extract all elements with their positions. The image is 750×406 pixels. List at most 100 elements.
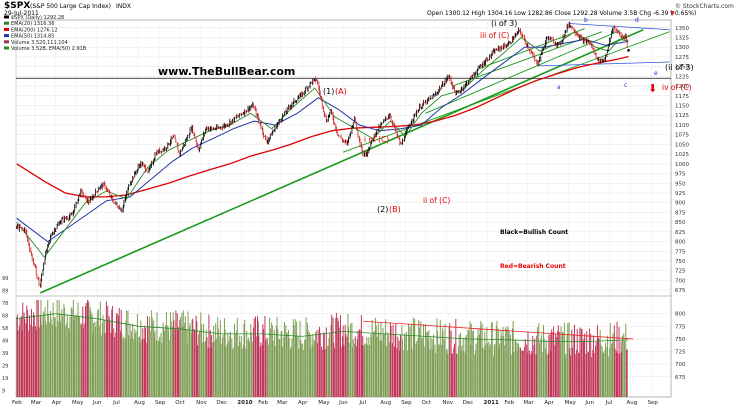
volume-bar [50,318,52,397]
volume-bar [120,309,122,397]
volume-bar [555,334,557,397]
volume-bar [186,330,188,397]
volume-bar [89,307,91,397]
price-tick-label: 1300 [675,45,689,51]
volume-bar [597,337,599,397]
volume-bar [488,341,490,397]
volume-bar [578,353,580,397]
volume-bar [123,336,125,397]
volume-bar [58,300,60,397]
volume-bar [560,326,562,397]
time-tick-label: Apr [52,400,62,406]
volume-bar [593,352,595,397]
volume-bar [352,347,354,397]
volume-bar [73,320,75,397]
volume-bar [281,330,283,397]
volume-bar [19,318,21,397]
volume-bar [323,332,325,397]
volume-bar [194,330,196,397]
volume-bar [451,353,453,397]
volume-bar [328,338,330,397]
volume-bar [315,332,317,397]
volume-bar [552,332,554,397]
volume-bar [82,328,84,397]
volume-bar [104,333,106,397]
volume-bar [357,330,359,397]
volume-bar [163,330,165,397]
volume-bar [493,344,495,397]
volume-tick-label: 725 [675,350,686,356]
volume-bar [60,321,62,397]
volume-bar [464,337,466,397]
volume-bar [167,325,169,397]
volume-bar [340,346,342,397]
volume-bar [68,327,70,397]
volume-bar [449,323,451,397]
volume-bar [409,326,411,397]
time-tick-label: Nov [442,400,453,406]
volume-bar [532,335,534,397]
volume-bar [325,327,327,397]
volume-bar [442,331,444,397]
volume-bar [453,343,455,397]
volume-bar [327,345,329,397]
price-tick-label: 1050 [675,142,689,148]
volume-bar [583,338,585,397]
volume-bar [494,344,496,397]
time-tick-label: Nov [196,400,207,406]
volume-bar [469,321,471,397]
price-tick-label: 1100 [675,123,689,129]
chart-symbol: $SPX [4,1,30,11]
volume-bar [288,337,290,397]
volume-bar [44,307,46,397]
volume-bar [118,308,120,397]
volume-bar [280,331,282,397]
volume-bar [528,350,530,397]
volume-bar [122,338,124,397]
volume-bar [217,317,219,397]
volume-bar [319,326,321,397]
volume-bar [417,338,419,397]
volume-bar [192,318,194,397]
volume-bar [503,345,505,397]
volume-bar [524,346,526,397]
time-tick-label: Mar [277,400,288,406]
price-tick-label: 725 [675,269,686,275]
volume-left-tick-label: 78 [2,301,8,307]
volume-bar [176,313,178,397]
volume-bar [232,348,234,397]
volume-bar [228,340,230,397]
volume-left-tick-label: 89 [2,289,8,295]
volume-bar [538,342,540,397]
legend-label: $SPX (Daily) 1292.28 [11,15,64,21]
volume-bar [439,319,441,397]
volume-bar [113,328,115,397]
volume-bar [484,344,486,397]
time-tick-label: Sep [155,400,166,406]
volume-bar [264,315,266,397]
volume-bar [225,346,227,397]
volume-bar [489,346,491,397]
wave-i-of-3-label: (i of 3) [491,19,517,28]
volume-bar [36,300,38,397]
volume-bar [85,303,87,397]
volume-bar [47,300,49,397]
volume-bar [25,323,27,397]
volume-bar [512,320,514,397]
volume-bar [455,353,457,397]
volume-bar [460,350,462,397]
volume-bar [285,325,287,397]
last-close-marker [627,49,630,52]
volume-bar [51,324,53,397]
wave-a-label: a [557,84,561,91]
price-tick-label: 1200 [675,84,689,90]
volume-bar [215,338,217,397]
volume-bar [316,330,318,397]
volume-bar [559,343,561,397]
volume-bar [236,317,238,397]
volume-bar [576,329,578,397]
price-tick-label: 825 [675,230,686,236]
volume-bar [527,332,529,397]
price-tick-label: 925 [675,191,686,197]
volume-bar [200,312,202,397]
